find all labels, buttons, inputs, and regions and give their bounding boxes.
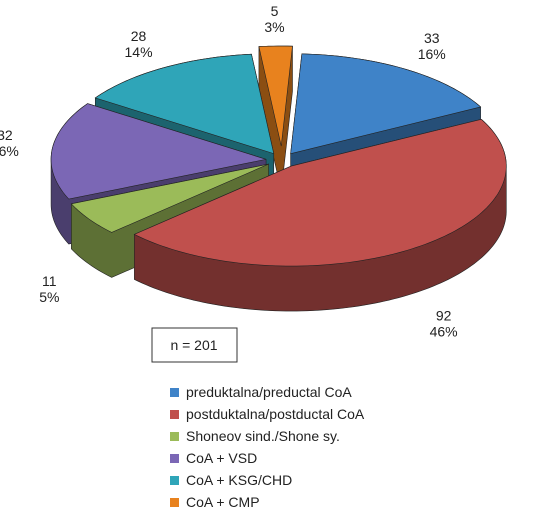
legend-swatch [170,498,179,507]
slice [133,118,507,267]
data-label: 16% [0,143,19,159]
data-label: 28 [131,28,147,44]
annotation-box [151,327,238,363]
data-label: 14% [125,44,153,60]
data-label: 33 [424,30,440,46]
slice [70,163,269,233]
data-label: 3% [264,19,284,35]
data-label: 92 [436,307,452,323]
slice [50,103,267,200]
legend-swatch [170,388,179,397]
legend-swatch [170,432,179,441]
legend-label: CoA + CMP [186,494,260,510]
data-label: 5 [271,3,279,19]
slice [290,53,482,155]
data-label: 32 [0,127,13,143]
annotation: n = 201 [170,337,217,353]
slice [258,45,293,147]
data-label: 5% [39,289,59,305]
data-label: 16% [418,46,446,62]
legend-swatch [170,476,179,485]
data-label: 46% [430,323,458,339]
legend-label: CoA + VSD [186,450,257,466]
legend-swatch [170,454,179,463]
data-label: 11 [42,273,57,289]
legend-label: postduktalna/postductal CoA [186,406,365,422]
slice [94,53,275,155]
legend-label: preduktalna/preductal CoA [186,384,352,400]
legend-label: Shoneov sind./Shone sy. [186,428,340,444]
legend-swatch [170,410,179,419]
legend: preduktalna/preductal CoA postduktalna/po… [170,384,365,510]
legend-label: CoA + KSG/CHD [186,472,292,488]
